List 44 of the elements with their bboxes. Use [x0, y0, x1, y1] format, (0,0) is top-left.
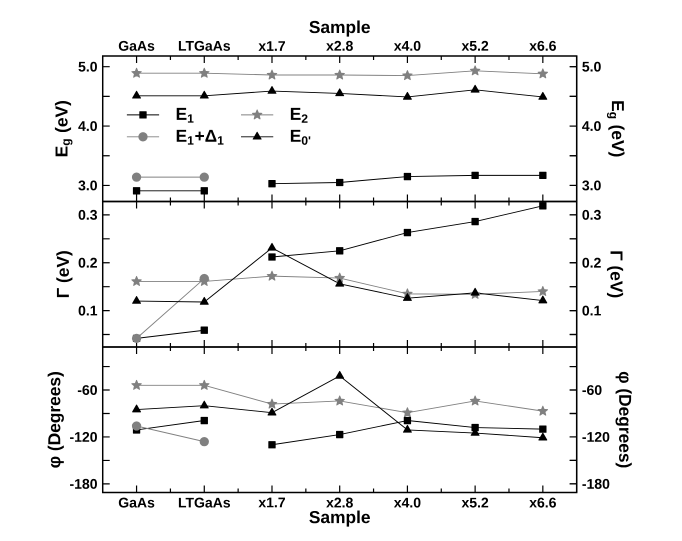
x-tick-label: x1.7	[258, 498, 285, 508]
x-tick-label: LTGaAs	[178, 40, 230, 51]
legend-label: E$_{2}$	[290, 108, 308, 123]
y2-tick-label: -180	[582, 478, 610, 489]
x-tick-label: x2.8	[326, 498, 353, 508]
y-axis-title: φ (Degrees)	[48, 372, 64, 468]
y-tick-label: 0.1	[78, 306, 98, 316]
y-tick-label: 0.3	[78, 210, 98, 220]
x-tick-label: x5.2	[462, 40, 488, 51]
x-tick-label: x6.6	[529, 40, 556, 51]
x-tick-label: x5.2	[462, 498, 488, 508]
y-tick-label: -120	[70, 432, 97, 442]
y2-axis-title: Γ (eV)	[606, 251, 624, 298]
legend-label: E$_{1}$+Δ$_{1}$	[176, 130, 224, 145]
y2-tick-label: -60	[582, 385, 602, 395]
legend-label: E$_{1}$	[176, 108, 194, 123]
x-tick-label: x2.8	[326, 40, 353, 51]
x-axis-title: Sample	[309, 510, 370, 527]
y2-tick-label: 4.0	[582, 121, 601, 132]
y-tick-label: 4.0	[78, 121, 97, 132]
x-tick-label: x4.0	[394, 498, 420, 508]
y2-tick-label: 0.2	[582, 258, 601, 268]
x2-axis-title: Sample	[309, 20, 370, 37]
legend-label: E$_{0'}$	[290, 130, 310, 145]
y2-axis-title: E$_{g}$ (eV)	[606, 101, 624, 156]
x-tick-label: x6.6	[529, 498, 556, 508]
y-tick-label: 5.0	[78, 62, 97, 72]
y2-tick-label: -120	[582, 432, 610, 442]
y2-tick-label: 0.3	[582, 210, 601, 220]
x-tick-label: x1.7	[258, 41, 285, 51]
y2-tick-label: 0.1	[582, 306, 601, 316]
x-tick-label: GaAs	[118, 498, 154, 508]
y-tick-label: 0.2	[78, 258, 97, 268]
y-tick-label: -180	[70, 478, 97, 489]
y2-tick-label: 5.0	[582, 62, 601, 72]
y-axis-title: Γ (eV)	[56, 251, 72, 298]
y-tick-label: -60	[78, 385, 97, 395]
y-tick-label: 3.0	[78, 180, 97, 190]
x-tick-label: x4.0	[394, 40, 420, 51]
y2-axis-title: φ (Degrees)	[616, 372, 632, 468]
x-tick-label: GaAs	[118, 40, 154, 51]
y2-tick-label: 3.0	[582, 180, 601, 190]
x-tick-label: LTGaAs	[178, 498, 230, 508]
y-axis-title: E$_{g}$ (eV)	[54, 101, 72, 156]
